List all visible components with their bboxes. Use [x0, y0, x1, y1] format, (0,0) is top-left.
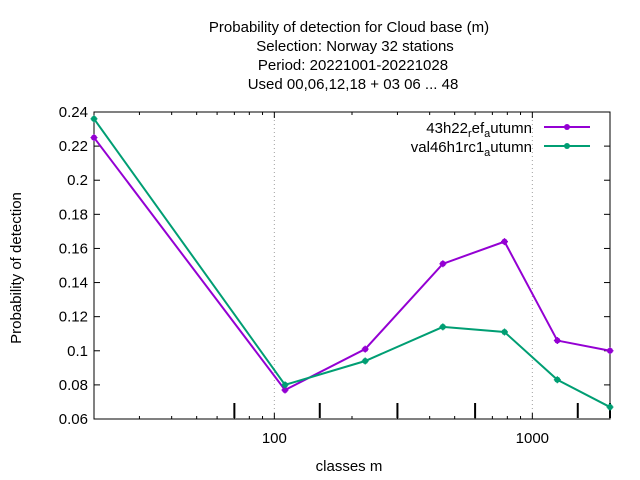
legend-marker-1	[564, 124, 570, 130]
y-tick-label: 0.2	[67, 172, 88, 189]
legend-label-2-sub2: a	[484, 147, 491, 159]
series-2-point-cross	[90, 115, 98, 123]
title-line-2: Selection: Norway 32 stations	[256, 38, 454, 55]
y-tick-label: 0.08	[59, 377, 88, 394]
grid	[273, 112, 533, 419]
series-1-point-cross	[90, 134, 98, 142]
x-axis-label: classes m	[316, 458, 383, 475]
title-line-3: Period: 20221001-20221028	[258, 57, 448, 74]
series-1-point-cross	[439, 260, 447, 268]
series-2-point-cross	[500, 328, 508, 336]
legend-label-2-main: val46h1rc1	[411, 139, 484, 156]
legend-label-1-sub2: a	[484, 128, 491, 140]
y-tick-label: 0.24	[59, 104, 88, 121]
legend-label-2-end: utumn	[490, 139, 532, 156]
series-1-point-cross	[361, 345, 369, 353]
title-line-1: Probability of detection for Cloud base …	[209, 19, 489, 36]
legend-label-1-end: utumn	[490, 120, 532, 137]
y-tick-label: 0.16	[59, 240, 88, 257]
x-tick-label: 100	[262, 430, 287, 447]
series-2-point-cross	[439, 323, 447, 331]
y-tick-label: 0.14	[59, 275, 88, 292]
axes: 0.06 0.08 0.1 0.12 0.14 0.16 0.18 0.2 0.22 0.24 10…	[59, 104, 611, 447]
legend-label-1-sub1: r	[468, 128, 472, 140]
series-2-point-cross	[553, 376, 561, 384]
series-2-point-cross	[606, 403, 614, 411]
legend-label-1: 43h22refautumn	[426, 120, 532, 140]
y-tick-label: 0.06	[59, 411, 88, 428]
legend-label-1-mid: ef	[472, 120, 485, 137]
series-1-point-cross	[606, 347, 614, 355]
series-2-point-cross	[281, 381, 289, 389]
y-tick-label: 0.18	[59, 206, 88, 223]
series-group	[90, 115, 614, 411]
legend-label-2: val46h1rc1autumn	[411, 139, 532, 159]
series-1-point-cross	[500, 238, 508, 246]
x-tick-label: 1000	[516, 430, 549, 447]
y-tick-label: 0.12	[59, 309, 88, 326]
y-tick-label: 0.22	[59, 138, 88, 155]
chart-title: Probability of detection for Cloud base …	[209, 19, 489, 93]
title-line-4: Used 00,06,12,18 + 03 06 ... 48	[248, 76, 459, 93]
legend: 43h22refautumn val46h1rc1autumn	[411, 120, 590, 159]
series-line-2	[93, 118, 611, 408]
series-1-point-cross	[553, 337, 561, 345]
y-axis-label: Probability of detection	[8, 192, 25, 344]
series-2-point-cross	[361, 357, 369, 365]
y-tick-label: 0.1	[67, 343, 88, 360]
legend-label-1-main: 43h22	[426, 120, 468, 137]
legend-marker-2	[564, 143, 570, 149]
